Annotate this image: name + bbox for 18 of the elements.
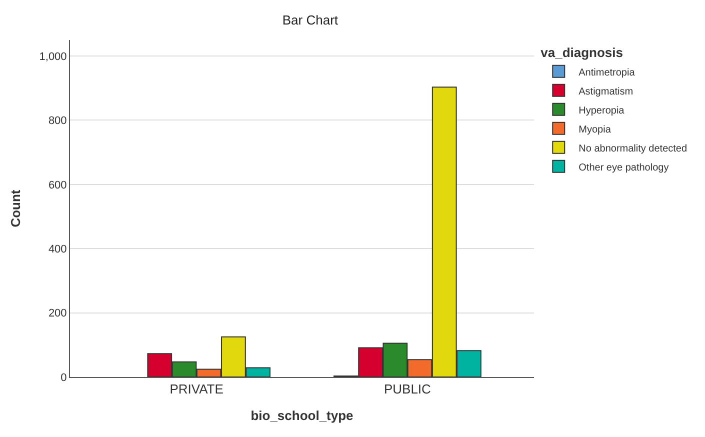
legend-label: No abnormality detected <box>578 143 688 154</box>
y-tick-label: 600 <box>48 179 67 192</box>
x-tick-label: PRIVATE <box>170 382 224 397</box>
y-tick-label: 0 <box>60 372 67 384</box>
legend-label: Hyperopia <box>578 105 625 116</box>
y-tick-label: 400 <box>48 243 67 256</box>
legend-label: Astigmatism <box>578 86 634 98</box>
y-tick-label: 200 <box>48 308 67 320</box>
x-axis-title: bio_school_type <box>250 408 354 424</box>
legend-label: Antimetropia <box>578 67 636 78</box>
y-tick-label: 1,000 <box>39 50 67 63</box>
y-axis-title: Count <box>8 189 24 228</box>
chart-title: Bar Chart <box>282 12 338 28</box>
x-tick-label: PUBLIC <box>384 382 431 397</box>
legend-label: Myopia <box>578 124 612 136</box>
y-tick-label: 800 <box>48 115 67 128</box>
legend-title: va_diagnosis <box>540 44 624 60</box>
legend-label: Other eye pathology <box>578 162 669 174</box>
